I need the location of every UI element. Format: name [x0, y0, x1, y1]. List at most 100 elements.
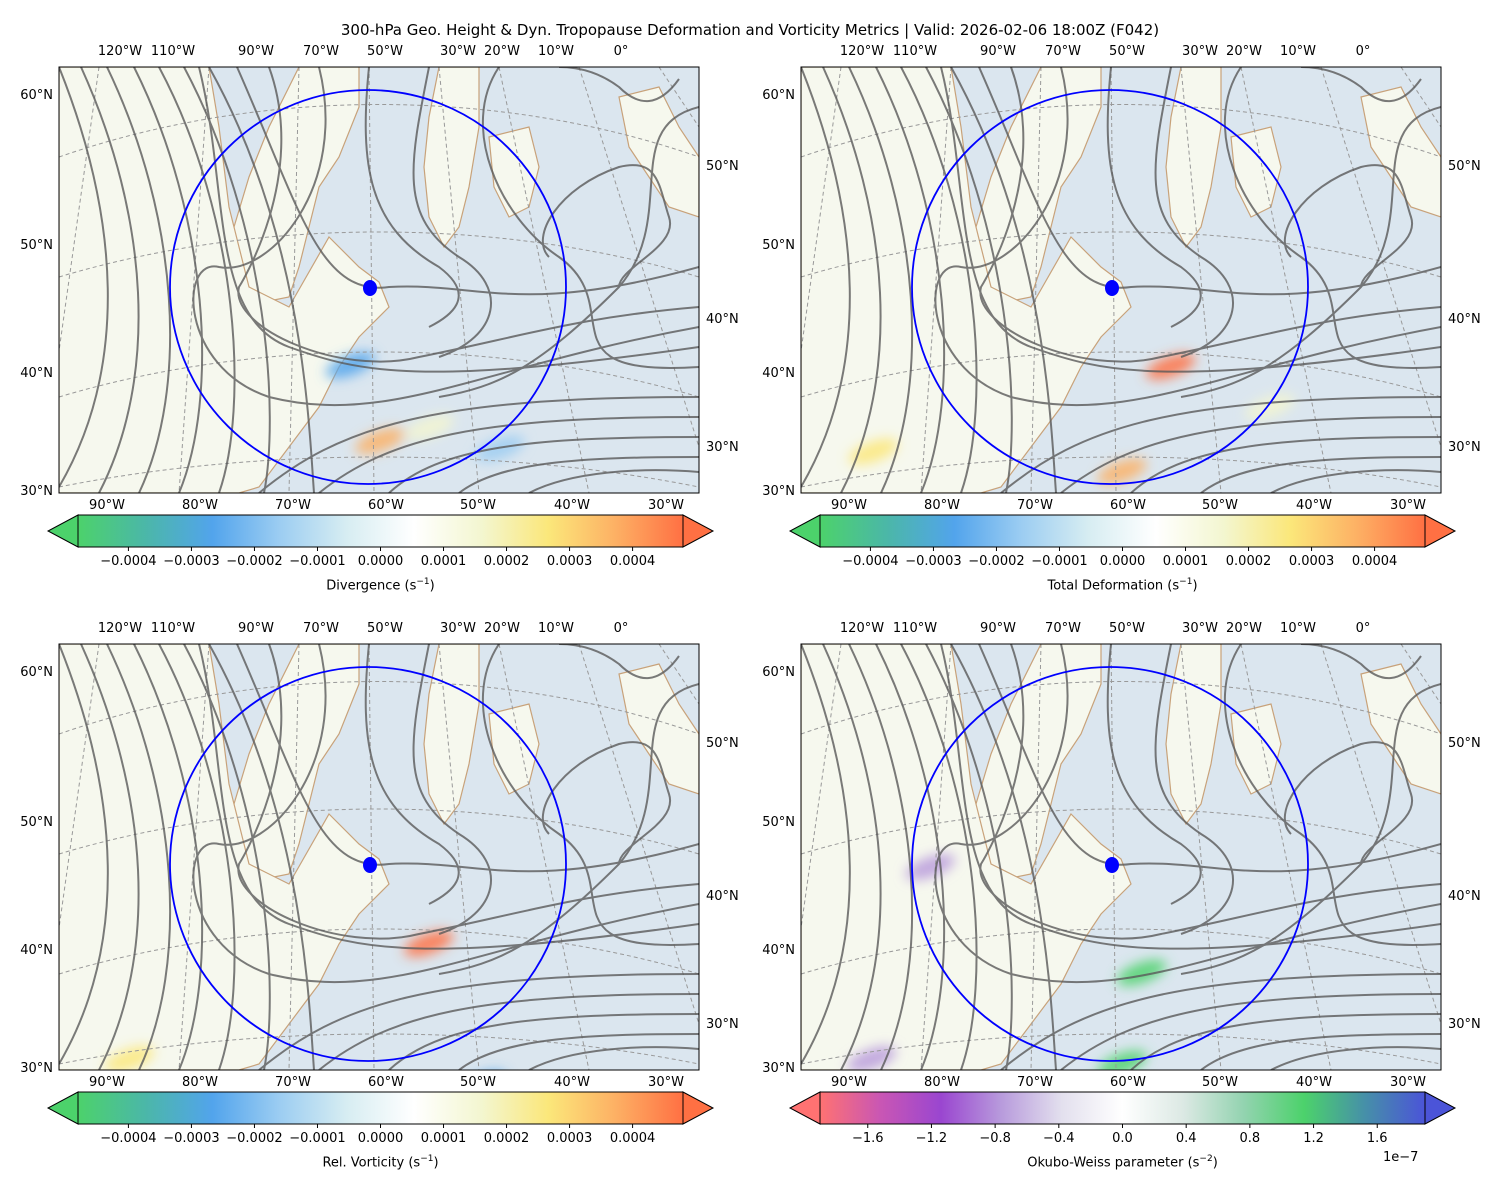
- colorbar-tick-label: −0.0003: [905, 554, 962, 569]
- left-lat-label: 40°N: [762, 366, 795, 381]
- top-lon-label: 0°: [613, 44, 629, 59]
- bottom-lon-label: 30°W: [1390, 498, 1426, 513]
- bottom-lon-label: 50°W: [1202, 1075, 1238, 1090]
- top-lon-label: 0°: [613, 621, 629, 636]
- colorbar-tick-label: −0.0001: [289, 1131, 346, 1146]
- colorbar-tick-label: −0.0001: [289, 554, 346, 569]
- bottom-lon-label: 70°W: [1017, 498, 1053, 513]
- height-contour: [822, 644, 882, 1070]
- height-contour: [388, 436, 699, 493]
- top-lon-label: 10°W: [1280, 44, 1316, 59]
- top-lon-label: 120°W: [839, 44, 885, 59]
- left-lat-label: 40°N: [762, 943, 795, 958]
- figure-title: 300-hPa Geo. Height & Dyn. Tropopause De…: [340, 21, 1160, 39]
- colorbar-tick-label: −0.0002: [968, 554, 1025, 569]
- left-lat-label: 60°N: [20, 665, 53, 680]
- colorbar-extend-max-arrow: [682, 1091, 715, 1125]
- field-hotspot: [848, 438, 898, 465]
- graticule-meridian: [801, 644, 842, 932]
- height-contour: [318, 416, 699, 493]
- axes-frame: [800, 643, 1442, 1071]
- graticule-meridian: [288, 67, 300, 493]
- height-contour: [801, 644, 851, 1065]
- graticule-parallel: [59, 928, 699, 975]
- graticule-parallel: [801, 231, 1441, 278]
- graticule-meridian: [1240, 644, 1332, 1070]
- colorbar-extend-max-arrow: [1424, 1091, 1457, 1125]
- colorbar-tick-label: 0.0001: [420, 1131, 467, 1146]
- colorbar-tick-label: 0.0004: [1351, 554, 1398, 569]
- top-lon-label: 70°W: [1045, 621, 1081, 636]
- map-svg: [46, 643, 715, 1128]
- height-contour: [541, 164, 672, 288]
- axes-frame: [800, 66, 1442, 494]
- field-hotspot: [1146, 353, 1196, 380]
- colorbar-title: Rel. Vorticity (s−1): [78, 1154, 683, 1170]
- graticule-meridian: [368, 644, 375, 1070]
- height-contour: [106, 644, 172, 1070]
- graticule-parallel: [801, 104, 1441, 158]
- top-lon-label: 0°: [1355, 621, 1371, 636]
- height-contour: [1283, 164, 1414, 288]
- center-marker: [1105, 857, 1119, 873]
- colorbar-extend-min-arrow: [46, 514, 79, 548]
- height-contour: [388, 1013, 699, 1070]
- height-contour: [925, 644, 1013, 1070]
- bottom-lon-label: 60°W: [368, 1075, 404, 1090]
- top-lon-label: 120°W: [839, 621, 885, 636]
- colorbar-title-close: ): [1212, 1155, 1218, 1171]
- bottom-lon-label: 80°W: [924, 1075, 960, 1090]
- right-lat-label: 50°N: [1448, 736, 1481, 751]
- colorbar-title-close: ): [1192, 578, 1198, 594]
- colorbar-tick-label: 0.0: [1112, 1131, 1133, 1146]
- height-contour: [1200, 456, 1441, 493]
- center-marker: [1105, 280, 1119, 296]
- top-lon-label: 90°W: [238, 621, 274, 636]
- height-contour: [1106, 67, 1202, 328]
- height-contour: [192, 67, 699, 407]
- colorbar-title: Total Deformation (s−1): [820, 577, 1425, 593]
- height-contour: [848, 644, 914, 1070]
- graticule-meridian: [1400, 67, 1441, 128]
- height-contour: [192, 644, 699, 984]
- graticule-meridian: [1030, 67, 1042, 493]
- colorbar-title-exponent: −1: [420, 1154, 434, 1164]
- colorbar-tick-label: 0.0004: [609, 554, 656, 569]
- bottom-lon-label: 90°W: [831, 1075, 867, 1090]
- land-coastline: [618, 86, 699, 218]
- height-contour: [978, 67, 1441, 296]
- graticule-meridian: [920, 644, 952, 1070]
- top-lon-label: 30°W: [1182, 621, 1218, 636]
- land-coastline: [970, 644, 1102, 880]
- land-coastline: [59, 67, 390, 493]
- colorbar-tick-label: −0.0004: [100, 1131, 157, 1146]
- colorbar-tick-label: −0.0003: [163, 1131, 220, 1146]
- bottom-lon-label: 80°W: [924, 498, 960, 513]
- colorbar-title-text: Total Deformation (s: [1047, 578, 1180, 594]
- colorbar-tick-label: 0.0003: [1288, 554, 1335, 569]
- left-lat-label: 40°N: [20, 366, 53, 381]
- top-lon-label: 10°W: [538, 621, 574, 636]
- panel-total-deformation: 120°W 110°W 90°W 70°W 50°W 30°W 20°W 10°W 0° 90°W…: [742, 40, 1500, 600]
- land-coastline: [801, 67, 1132, 493]
- graticule-meridian: [1240, 67, 1332, 493]
- colorbar-gradient: [78, 515, 683, 547]
- left-lat-label: 60°N: [20, 88, 53, 103]
- colorbar: [788, 514, 1457, 551]
- height-contour: [258, 973, 699, 1070]
- left-lat-label: 30°N: [20, 1061, 53, 1076]
- height-contour: [1130, 1013, 1441, 1070]
- height-contour: [1300, 644, 1422, 679]
- colorbar-tick-label: 0.0003: [546, 554, 593, 569]
- left-lat-label: 50°N: [20, 815, 53, 830]
- graticule-meridian: [178, 644, 210, 1070]
- height-contour: [822, 67, 882, 493]
- radius-circle: [911, 89, 1309, 485]
- top-lon-label: 50°W: [1109, 44, 1145, 59]
- height-contour: [900, 644, 978, 1070]
- height-contour: [236, 644, 699, 873]
- field-hotspot: [1097, 458, 1147, 485]
- height-contour: [133, 644, 204, 1070]
- map-svg: [788, 643, 1457, 1128]
- field-hotspot: [1097, 1050, 1147, 1070]
